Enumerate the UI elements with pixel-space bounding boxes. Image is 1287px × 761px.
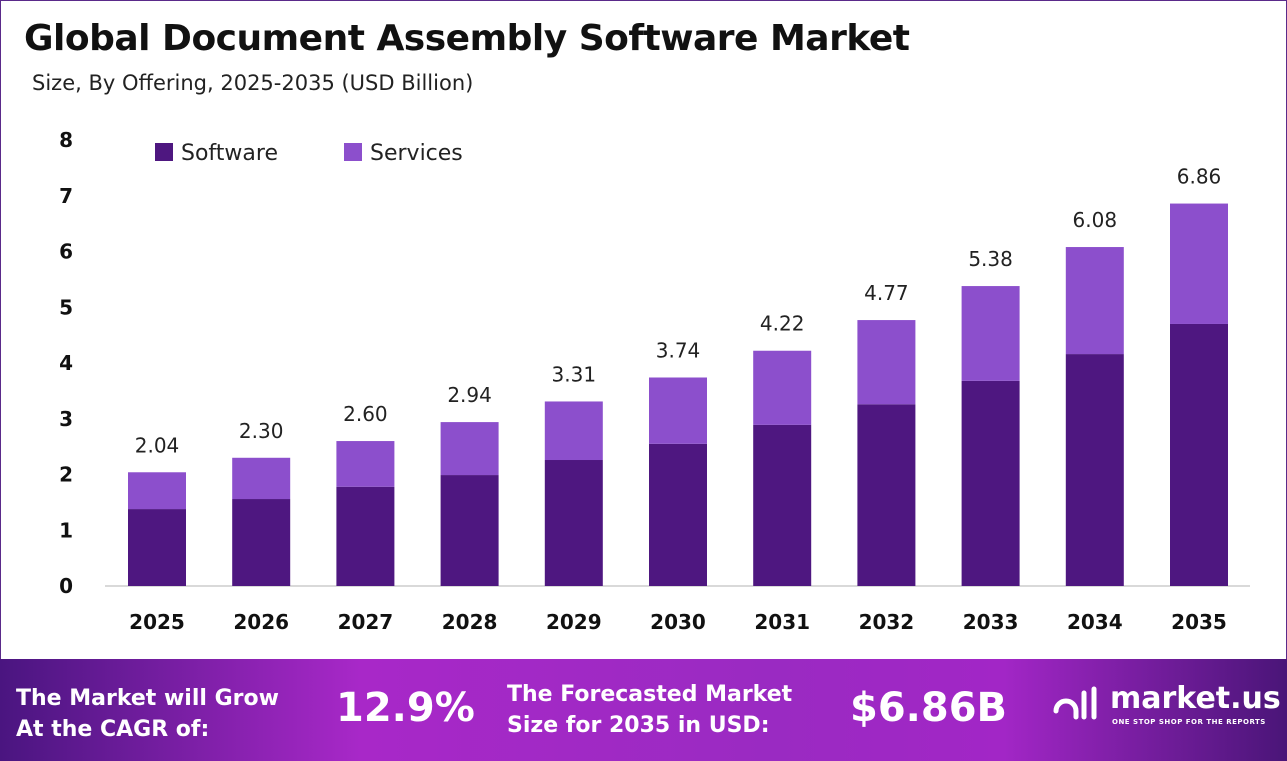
- bar-software: [336, 486, 395, 586]
- bar-software: [1170, 323, 1228, 586]
- x-tick-label: 2032: [859, 610, 915, 634]
- bar-services: [857, 320, 916, 405]
- data-label-total: 4.77: [864, 281, 909, 305]
- data-label-total: 6.08: [1073, 208, 1118, 232]
- logo-icon: [1053, 686, 1097, 720]
- x-tick-label: 2031: [754, 610, 810, 634]
- x-tick-label: 2027: [338, 610, 394, 634]
- bar-services: [336, 441, 395, 487]
- legend-swatch-software: [155, 143, 173, 161]
- bar-services: [440, 422, 499, 476]
- x-tick-label: 2026: [233, 610, 289, 634]
- bar-software: [753, 424, 812, 586]
- y-tick-label: 2: [59, 463, 73, 487]
- bar-services: [544, 401, 603, 461]
- bar-software: [544, 460, 603, 586]
- y-tick-label: 0: [59, 574, 73, 598]
- data-label-total: 2.04: [135, 433, 180, 457]
- bar-services: [753, 350, 812, 425]
- bar-software: [440, 475, 499, 586]
- bar-software: [961, 380, 1020, 586]
- data-label-total: 3.74: [656, 338, 701, 362]
- bar-software: [128, 509, 186, 586]
- x-tick-label: 2035: [1171, 610, 1227, 634]
- summary-banner: The Market will Grow At the CAGR of: 12.9…: [0, 659, 1287, 761]
- y-tick-label: 3: [59, 407, 73, 431]
- cagr-label: The Market will Grow At the CAGR of:: [16, 686, 279, 742]
- forecast-value: $6.86B: [850, 685, 1008, 731]
- y-tick-label: 6: [59, 240, 73, 264]
- data-label-total: 5.38: [968, 247, 1013, 271]
- y-tick-label: 4: [59, 351, 73, 375]
- x-tick-label: 2025: [129, 610, 185, 634]
- bar-services: [128, 472, 186, 510]
- bar-chart: 0 1 2 3 4 5 6 7 8 2.04 2025 2.30 2026 2.60 2027 2.94 202…: [59, 128, 1250, 634]
- bar-software: [857, 404, 916, 586]
- legend-label-services: Services: [370, 141, 463, 166]
- data-label-total: 2.94: [447, 383, 492, 407]
- bar-services: [649, 377, 707, 444]
- data-label-total: 2.30: [239, 419, 284, 443]
- y-tick-label: 8: [59, 128, 73, 152]
- y-tick-label: 7: [59, 184, 73, 208]
- x-tick-label: 2030: [650, 610, 706, 634]
- bar-software: [232, 499, 291, 586]
- x-tick-label: 2033: [963, 610, 1019, 634]
- x-tick-label: 2029: [546, 610, 602, 634]
- bar-services: [961, 286, 1020, 381]
- cagr-value: 12.9%: [336, 685, 475, 731]
- y-tick-label: 1: [59, 518, 73, 542]
- bar-software: [649, 443, 707, 586]
- data-label-total: 4.22: [760, 312, 805, 336]
- data-label-total: 3.31: [552, 362, 597, 386]
- forecast-label: The Forecasted Market Size for 2035 in US…: [507, 682, 793, 738]
- y-tick-label: 5: [59, 295, 73, 319]
- bar-services: [1170, 203, 1228, 324]
- legend-label-software: Software: [181, 141, 278, 166]
- legend-swatch-services: [344, 143, 362, 161]
- data-label-total: 2.60: [343, 402, 388, 426]
- data-label-total: 6.86: [1177, 165, 1222, 189]
- bar-services: [232, 457, 291, 500]
- x-tick-label: 2034: [1067, 610, 1123, 634]
- bar-software: [1065, 354, 1124, 586]
- bar-services: [1065, 247, 1124, 355]
- chart-title: Global Document Assembly Software Market: [24, 18, 910, 59]
- chart-subtitle: Size, By Offering, 2025-2035 (USD Billio…: [32, 71, 474, 95]
- x-tick-label: 2028: [442, 610, 498, 634]
